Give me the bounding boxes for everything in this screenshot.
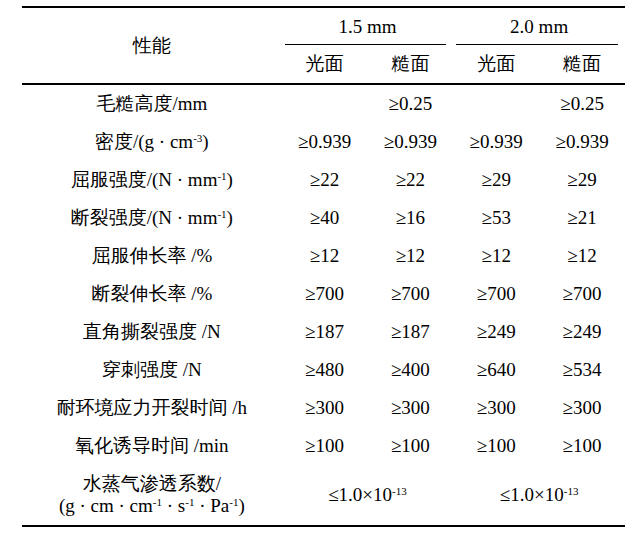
table-row: 屈服强度/(N · mm-1)≥22≥22≥29≥29: [22, 161, 625, 199]
subcol-header-smooth-2-0: 光面: [453, 45, 539, 84]
property-label: 穿刺强度 /N: [22, 351, 282, 389]
thickness-group-2-0mm: 2.0 mm: [453, 7, 625, 45]
value-cell: ≥700: [453, 275, 539, 313]
value-cell: ≥100: [282, 427, 368, 465]
value-cell: ≥22: [282, 161, 368, 199]
property-column-header: 性能: [22, 7, 282, 84]
value-cell: ≥12: [453, 237, 539, 275]
table-row: 断裂强度/(N · mm-1)≥40≥16≥53≥21: [22, 199, 625, 237]
property-label: 毛糙高度/mm: [22, 84, 282, 123]
value-cell: ≥300: [367, 389, 453, 427]
value-cell: ≥187: [282, 313, 368, 351]
value-cell: ≥0.939: [453, 123, 539, 161]
page: 性能 1.5 mm 2.0 mm 光面 糙面 光面 糙面 毛糙高度/mm ≥0.2…: [0, 0, 639, 540]
value-cell: ≥12: [367, 237, 453, 275]
table-row: 水蒸气渗透系数/(g · cm · cm-1 · s-1 · Pa-1)≤1.0…: [22, 465, 625, 526]
value-cell: ≥40: [282, 199, 368, 237]
value-cell: ≥300: [453, 389, 539, 427]
property-label: 耐环境应力开裂时间 /h: [22, 389, 282, 427]
value-cell: ≥100: [453, 427, 539, 465]
property-label: 断裂强度/(N · mm-1): [22, 199, 282, 237]
value-cell: ≥700: [539, 275, 625, 313]
value-cell: ≥0.25: [367, 84, 453, 123]
value-cell: ≥12: [282, 237, 368, 275]
value-cell: ≥29: [539, 161, 625, 199]
spec-table: 性能 1.5 mm 2.0 mm 光面 糙面 光面 糙面 毛糙高度/mm ≥0.2…: [22, 6, 625, 527]
property-label: 直角撕裂强度 /N: [22, 313, 282, 351]
value-cell: ≥16: [367, 199, 453, 237]
table-row: 穿刺强度 /N≥480≥400≥640≥534: [22, 351, 625, 389]
value-cell: ≥100: [367, 427, 453, 465]
value-cell: ≥700: [367, 275, 453, 313]
value-cell: ≥22: [367, 161, 453, 199]
value-cell: ≥100: [539, 427, 625, 465]
subcol-header-smooth-1-5: 光面: [282, 45, 368, 84]
value-cell: ≥0.939: [367, 123, 453, 161]
value-cell: ≥249: [453, 313, 539, 351]
value-cell: ≥300: [539, 389, 625, 427]
table-row: 屈服伸长率 /%≥12≥12≥12≥12: [22, 237, 625, 275]
table-row: 耐环境应力开裂时间 /h≥300≥300≥300≥300: [22, 389, 625, 427]
header-row-thickness-groups: 性能 1.5 mm 2.0 mm: [22, 7, 625, 45]
value-cell: ≥29: [453, 161, 539, 199]
property-label: 水蒸气渗透系数/(g · cm · cm-1 · s-1 · Pa-1): [22, 465, 282, 526]
thickness-group-1-5mm: 1.5 mm: [282, 7, 454, 45]
property-label: 密度/(g · cm-3): [22, 123, 282, 161]
property-label: 屈服伸长率 /%: [22, 237, 282, 275]
value-cell: ≥480: [282, 351, 368, 389]
table-header: 性能 1.5 mm 2.0 mm 光面 糙面 光面 糙面: [22, 7, 625, 84]
value-cell: [282, 84, 368, 123]
table-row: 直角撕裂强度 /N≥187≥187≥249≥249: [22, 313, 625, 351]
table-row: 氧化诱导时间 /min≥100≥100≥100≥100: [22, 427, 625, 465]
table-row: 断裂伸长率 /%≥700≥700≥700≥700: [22, 275, 625, 313]
value-cell: ≤1.0×10-13: [453, 465, 625, 526]
value-cell: [453, 84, 539, 123]
property-label: 氧化诱导时间 /min: [22, 427, 282, 465]
value-cell: ≥12: [539, 237, 625, 275]
value-cell: ≥0.939: [539, 123, 625, 161]
value-cell: ≥400: [367, 351, 453, 389]
value-cell: ≥187: [367, 313, 453, 351]
spec-table-body: 毛糙高度/mm≥0.25≥0.25密度/(g · cm-3)≥0.939≥0.9…: [22, 84, 625, 526]
value-cell: ≥700: [282, 275, 368, 313]
value-cell: ≥0.939: [282, 123, 368, 161]
property-label: 屈服强度/(N · mm-1): [22, 161, 282, 199]
subcol-header-textured-1-5: 糙面: [367, 45, 453, 84]
value-cell: ≥21: [539, 199, 625, 237]
table-row: 毛糙高度/mm ≥0.25 ≥0.25: [22, 84, 625, 123]
value-cell: ≥0.25: [539, 84, 625, 123]
value-cell: ≤1.0×10-13: [282, 465, 454, 526]
value-cell: ≥640: [453, 351, 539, 389]
table-row: 密度/(g · cm-3)≥0.939≥0.939≥0.939≥0.939: [22, 123, 625, 161]
subcol-header-textured-2-0: 糙面: [539, 45, 625, 84]
value-cell: ≥300: [282, 389, 368, 427]
property-label: 断裂伸长率 /%: [22, 275, 282, 313]
value-cell: ≥53: [453, 199, 539, 237]
value-cell: ≥534: [539, 351, 625, 389]
value-cell: ≥249: [539, 313, 625, 351]
